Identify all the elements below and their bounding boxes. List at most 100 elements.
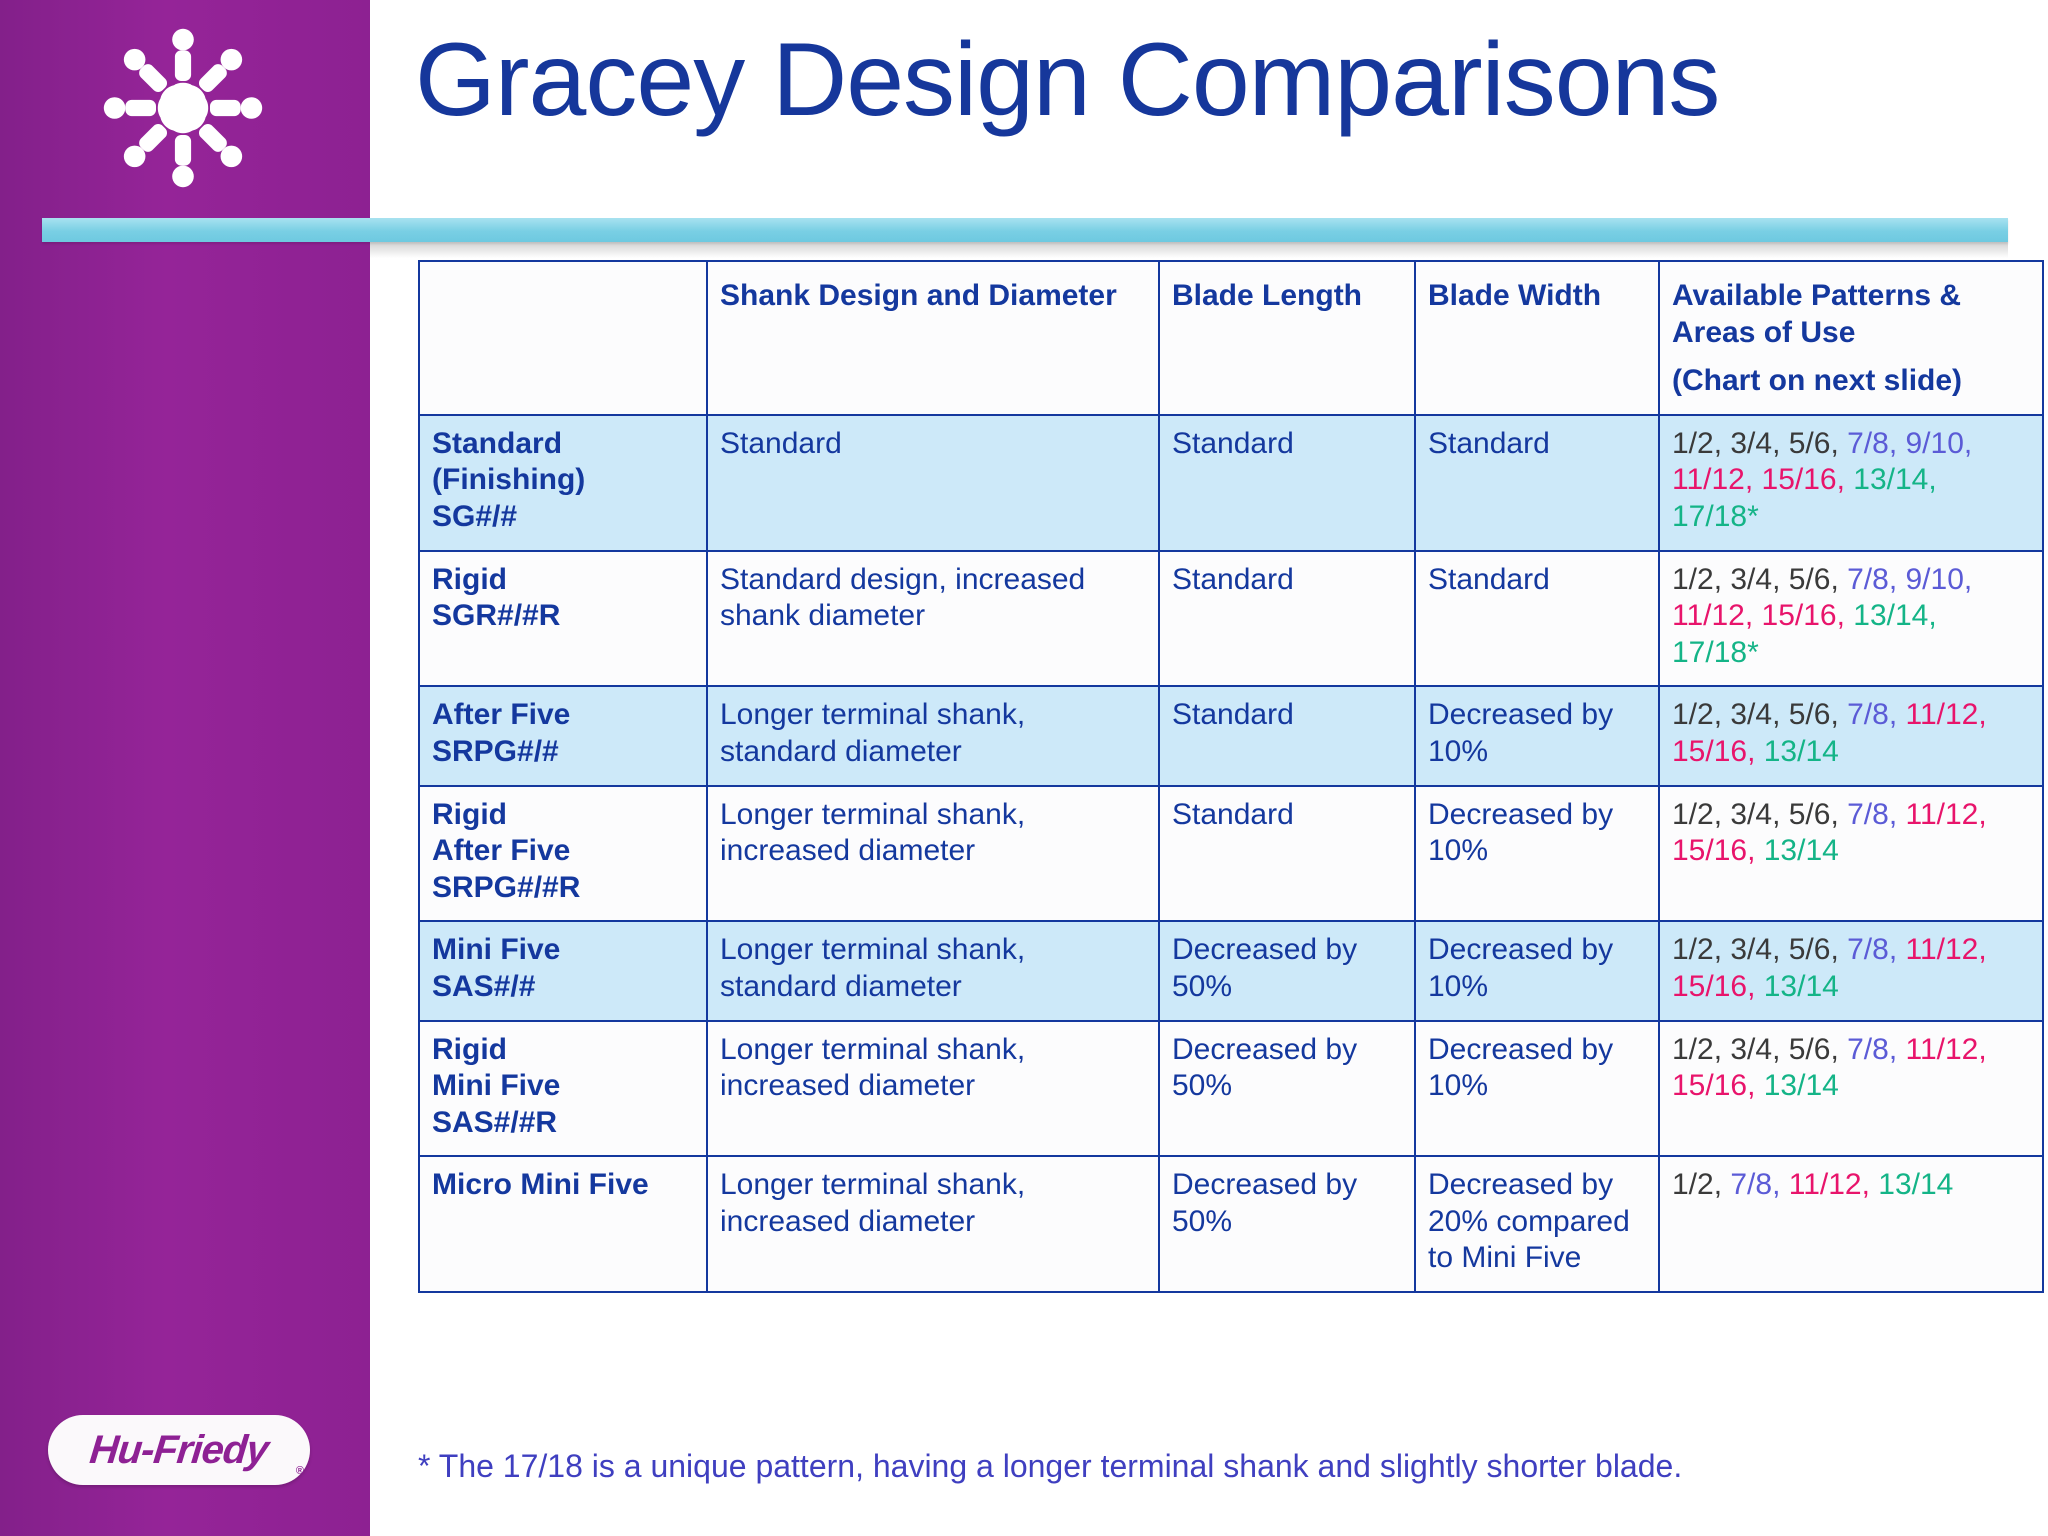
pattern-segment: 11/12, 15/16,: [1672, 1032, 1987, 1103]
row-name-line: Rigid: [432, 1032, 507, 1066]
pattern-segment: 13/14: [1763, 969, 1839, 1003]
hu-friedy-wordmark: Hu-Friedy: [87, 1427, 271, 1472]
header-shank-design: Shank Design and Diameter: [706, 260, 1160, 416]
blade-width-cell: Standard: [1414, 413, 1660, 552]
row-name-line: Standard: [432, 426, 563, 460]
row-name-line: (Finishing): [432, 463, 586, 497]
row-name-line: Mini Five: [432, 933, 561, 967]
page-title: Gracey Design Comparisons: [415, 22, 1720, 138]
blade-length-cell: Standard: [1158, 549, 1416, 688]
pattern-segment: 1/2, 3/4, 5/6,: [1672, 1032, 1848, 1066]
row-name-line: Rigid: [432, 797, 507, 831]
row-name-line: Mini Five: [432, 1069, 561, 1103]
header-blade-length: Blade Length: [1158, 260, 1416, 416]
blade-width-cell: Decreased by 10%: [1414, 784, 1660, 923]
pattern-segment: 1/2, 3/4, 5/6,: [1672, 426, 1848, 460]
pattern-segment: 1/2,: [1672, 1168, 1731, 1202]
table-row: Mini Five SAS#/# Longer terminal shank, st…: [418, 920, 2044, 1022]
pattern-segment: 7/8,: [1847, 1032, 1906, 1066]
pattern-segment: 13/14, 17/18*: [1672, 463, 1937, 533]
available-patterns-cell: 1/2, 3/4, 5/6, 7/8, 9/10, 11/12, 15/16, …: [1658, 413, 2044, 552]
row-name-cell: Rigid SGR#/#R: [418, 549, 708, 688]
table-header-row: Shank Design and Diameter Blade Length B…: [418, 260, 2044, 416]
shank-design-cell: Longer terminal shank, increased diamete…: [706, 1019, 1160, 1158]
pattern-segment: 7/8,: [1847, 698, 1906, 732]
divider-shadow: [370, 242, 2008, 258]
row-name-line: SAS#/#: [432, 969, 536, 1003]
pattern-segment: 11/12, 15/16,: [1672, 797, 1987, 868]
available-patterns-cell: 1/2, 3/4, 5/6, 7/8, 11/12, 15/16, 13/14: [1658, 1019, 2044, 1158]
pattern-segment: 11/12, 15/16,: [1672, 698, 1987, 768]
sidebar-gradient: [0, 0, 370, 1536]
available-patterns-cell: 1/2, 7/8, 11/12, 13/14: [1658, 1155, 2044, 1294]
row-name-cell: After Five SRPG#/#: [418, 685, 708, 787]
row-name-line: SG#/#: [432, 499, 518, 533]
header-blade-width: Blade Width: [1414, 260, 1660, 416]
row-name-cell: Micro Mini Five: [418, 1155, 708, 1294]
row-name-cell: Rigid Mini Five SAS#/#R: [418, 1019, 708, 1158]
shank-design-cell: Standard design, increased shank diamete…: [706, 549, 1160, 688]
pattern-segment: 7/8, 9/10,: [1847, 562, 1973, 596]
pattern-segment: 1/2, 3/4, 5/6,: [1672, 562, 1848, 596]
shank-design-cell: Longer terminal shank, standard diameter: [706, 920, 1160, 1022]
blade-length-cell: Decreased by 50%: [1158, 1019, 1416, 1158]
table-row: Rigid Mini Five SAS#/#R Longer terminal sha…: [418, 1019, 2044, 1158]
available-patterns-cell: 1/2, 3/4, 5/6, 7/8, 11/12, 15/16, 13/14: [1658, 784, 2044, 923]
blade-length-cell: Standard: [1158, 784, 1416, 923]
people-snowflake-logo-icon: [78, 18, 288, 198]
blade-width-cell: Standard: [1414, 549, 1660, 688]
pattern-segment: 1/2, 3/4, 5/6,: [1672, 933, 1848, 967]
blade-length-cell: Decreased by 50%: [1158, 920, 1416, 1022]
pattern-segment: 13/14: [1878, 1168, 1954, 1202]
pattern-segment: 13/14, 17/18*: [1672, 599, 1937, 669]
blade-length-cell: Standard: [1158, 413, 1416, 552]
row-name-line: SAS#/#R: [432, 1105, 558, 1139]
row-name-line: After Five: [432, 698, 571, 732]
pattern-segment: 7/8,: [1730, 1168, 1789, 1202]
hu-friedy-brand-logo: Hu-Friedy ®: [48, 1415, 310, 1485]
pattern-segment: 13/14: [1763, 734, 1839, 768]
shank-design-cell: Longer terminal shank, increased diamete…: [706, 1155, 1160, 1294]
blade-width-cell: Decreased by 10%: [1414, 1019, 1660, 1158]
title-area: Gracey Design Comparisons: [370, 0, 2048, 214]
row-name-line: After Five: [432, 834, 571, 868]
header-patterns-line1: Available Patterns &: [1672, 279, 1961, 312]
table-row: Standard (Finishing) SG#/# Standard Standard…: [418, 413, 2044, 552]
header-available-patterns: Available Patterns & Areas of Use (Chart…: [1658, 260, 2044, 416]
pattern-segment: 11/12,: [1788, 1168, 1879, 1202]
row-name-line: Micro Mini Five: [432, 1168, 649, 1202]
footnote-text: * The 17/18 is a unique pattern, having …: [418, 1448, 1683, 1484]
available-patterns-cell: 1/2, 3/4, 5/6, 7/8, 11/12, 15/16, 13/14: [1658, 685, 2044, 787]
table-body: Standard (Finishing) SG#/# Standard Standard…: [418, 413, 2044, 1294]
left-purple-sidebar: [0, 0, 370, 1536]
row-name-cell: Standard (Finishing) SG#/#: [418, 413, 708, 552]
pattern-segment: 11/12, 15/16,: [1672, 933, 1987, 1003]
table-row: Rigid SGR#/#R Standard design, increased s…: [418, 549, 2044, 688]
registered-trademark-icon: ®: [295, 1465, 304, 1477]
shank-design-cell: Standard: [706, 413, 1160, 552]
pattern-segment: 7/8,: [1847, 933, 1906, 967]
header-patterns-line2: Areas of Use: [1672, 315, 1856, 349]
blade-width-cell: Decreased by 10%: [1414, 685, 1660, 787]
pattern-segment: 11/12, 15/16,: [1672, 463, 1854, 497]
header-blank: [418, 260, 708, 416]
table-row: Micro Mini Five Longer terminal shank, in…: [418, 1155, 2044, 1294]
blade-width-cell: Decreased by 10%: [1414, 920, 1660, 1022]
blade-width-cell: Decreased by 20% compared to Mini Five: [1414, 1155, 1660, 1294]
row-name-line: SRPG#/#R: [432, 870, 581, 904]
pattern-segment: 13/14: [1763, 1069, 1839, 1103]
pattern-segment: 7/8,: [1847, 797, 1906, 831]
row-name-cell: Mini Five SAS#/#: [418, 920, 708, 1022]
header-patterns-line3: (Chart on next slide): [1672, 364, 1963, 398]
teal-divider-bar: [42, 218, 2008, 242]
pattern-segment: 1/2, 3/4, 5/6,: [1672, 797, 1848, 831]
row-name-cell: Rigid After Five SRPG#/#R: [418, 784, 708, 923]
shank-design-cell: Longer terminal shank, increased diamete…: [706, 784, 1160, 923]
blade-length-cell: Decreased by 50%: [1158, 1155, 1416, 1294]
blade-length-cell: Standard: [1158, 685, 1416, 787]
row-name-line: SRPG#/#: [432, 734, 559, 768]
available-patterns-cell: 1/2, 3/4, 5/6, 7/8, 11/12, 15/16, 13/14: [1658, 920, 2044, 1022]
shank-design-cell: Longer terminal shank, standard diameter: [706, 685, 1160, 787]
pattern-segment: 1/2, 3/4, 5/6,: [1672, 698, 1848, 732]
table-row: Rigid After Five SRPG#/#R Longer terminal s…: [418, 784, 2044, 923]
